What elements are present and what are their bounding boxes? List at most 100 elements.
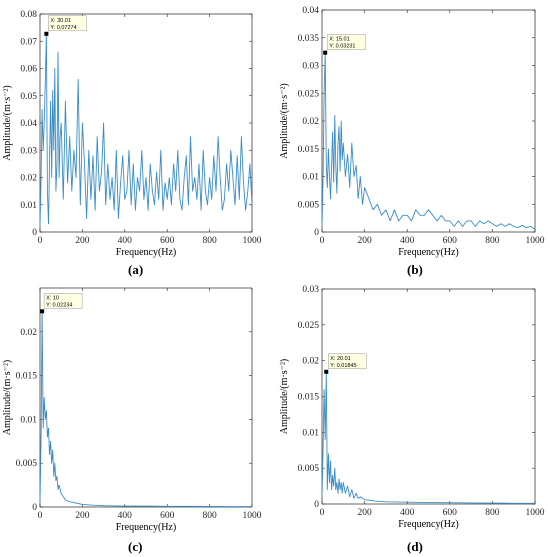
chart-b-ytick-label: 0.035 (298, 34, 320, 44)
chart-c-xtick-label: 600 (160, 511, 175, 521)
chart-c-datatip-x: X: 10 (46, 295, 59, 301)
chart-d-ytick-label: 0 (314, 500, 319, 510)
chart-c-plot-area: 0 0.005 0.01 0.015 0.02 0 200 400 600 800 1000 Freq… (2, 287, 262, 533)
chart-b-xtick-label: 400 (400, 236, 415, 246)
chart-c-datatip-marker (40, 309, 45, 314)
chart-b-xlabel: Frequency(Hz) (398, 247, 459, 258)
chart-d-series-line (321, 371, 535, 504)
chart-a-ylabel: Amplitude/(m·s⁻²) (2, 85, 13, 161)
chart-a-datatip-box (48, 15, 87, 32)
chart-b-series-line (321, 52, 536, 230)
chart-b-xtick-label: 0 (320, 236, 325, 246)
chart-c-ytick-label: 0.015 (16, 372, 38, 382)
chart-b-plot-area: 0 0.005 0.01 0.015 0.02 0.025 0.03 0.035 0.04 0 20… (279, 6, 545, 258)
chart-a-xtick-label: 0 (38, 236, 43, 246)
chart-b-ytick-label: 0.02 (302, 117, 319, 127)
chart-a-series-line (39, 33, 253, 227)
chart-b-datatip-x: X: 15.01 (329, 37, 350, 43)
chart-a-datatip-x: X: 30.01 (50, 18, 71, 24)
chart-b-ytick-label: 0.01 (302, 173, 319, 183)
chart-c-xtick-label: 0 (38, 511, 43, 521)
chart-c-ytick-label: 0 (32, 503, 37, 513)
chart-a-ytick-label: 0.07 (20, 37, 37, 47)
chart-c-series-line (39, 310, 252, 508)
chart-d-xtick-label: 0 (320, 508, 325, 518)
chart-c-xtick-label: 1000 (243, 511, 262, 521)
chart-c-xtick-label: 200 (75, 511, 90, 521)
chart-b-xtick-label: 200 (357, 236, 372, 246)
chart-d-ytick-label: 0.01 (302, 428, 319, 438)
chart-a-caption: (a) (128, 262, 144, 277)
chart-c-datatip-box (43, 293, 83, 309)
chart-c-ytick-label: 0.01 (20, 415, 37, 425)
chart-b-svg: 0 0.005 0.01 0.015 0.02 0.025 0.03 0.035 0.04 0 20… (279, 6, 545, 258)
chart-b-ytick-label: 0.015 (298, 145, 320, 155)
chart-d-xtick-label: 400 (400, 508, 415, 518)
chart-c-xtick-label: 800 (202, 511, 217, 521)
chart-d-ytick-label: 0.02 (302, 357, 319, 367)
chart-c-ytick-label: 0.02 (20, 328, 37, 338)
chart-d-xtick-label: 200 (357, 508, 372, 518)
chart-a-xtick-label: 800 (202, 236, 217, 246)
chart-a-axes-box (39, 13, 253, 233)
chart-d-ytick-label: 0.015 (298, 393, 320, 403)
chart-d-ylabel: Amplitude/(m·s⁻²) (279, 359, 290, 435)
chart-a-xtick-label: 1000 (243, 236, 262, 246)
chart-c-xlabel: Frequency(Hz) (116, 522, 177, 533)
chart-b-ytick-label: 0 (314, 228, 319, 238)
chart-d-xtick-label: 600 (443, 508, 458, 518)
chart-d-datatip-y: Y: 0.01845 (330, 363, 356, 369)
chart-b-ytick-label: 0.005 (298, 200, 320, 210)
chart-b-ytick-label: 0.025 (298, 89, 320, 99)
chart-b-ytick-label: 0.04 (302, 6, 319, 16)
chart-d-datatip-x: X: 20.01 (330, 356, 351, 362)
chart-b-ylabel: Amplitude/(m·s⁻²) (279, 83, 290, 159)
chart-b-datatip-y: Y: 0.03231 (329, 44, 355, 50)
chart-c-datatip-y: Y: 0.02234 (46, 302, 72, 308)
chart-a-plot-area: 0 0.01 0.02 0.03 0.04 0.05 0.06 0.07 0.08 0 200 400… (2, 10, 262, 258)
chart-b-ytick-label: 0.03 (302, 62, 319, 72)
chart-b-xtick-label: 1000 (526, 236, 545, 246)
chart-a-ytick-label: 0.08 (20, 10, 37, 20)
chart-c-ytick-label: 0.005 (16, 459, 38, 469)
chart-d-caption: (d) (407, 539, 423, 554)
chart-a-xtick-label: 600 (160, 236, 175, 246)
chart-a-datatip-y: Y: 0.07274 (50, 25, 76, 31)
chart-a-xtick-label: 400 (118, 236, 133, 246)
chart-d-axes-box (321, 288, 536, 505)
chart-d-xlabel: Frequency(Hz) (398, 519, 459, 530)
chart-d-ytick-label: 0.005 (298, 464, 320, 474)
chart-d-ytick-label: 0.03 (302, 285, 319, 295)
chart-d-datatip-marker (324, 369, 329, 374)
chart-c-ylabel: Amplitude/(m·s⁻²) (2, 360, 13, 436)
chart-panel-c: 0 0.005 0.01 0.015 0.02 0 200 400 600 800 1000 Freq… (0, 280, 275, 557)
chart-a-ytick-label: 0.02 (20, 174, 37, 184)
chart-a-xtick-label: 200 (75, 236, 90, 246)
chart-b-xtick-label: 600 (443, 236, 458, 246)
chart-d-xtick-label: 1000 (526, 508, 545, 518)
chart-c-caption: (c) (128, 539, 143, 554)
chart-a-ytick-label: 0.06 (20, 65, 37, 75)
chart-a-ytick-label: 0.01 (20, 201, 37, 211)
chart-c-svg: 0 0.005 0.01 0.015 0.02 0 200 400 600 800 1000 Freq… (2, 287, 262, 533)
chart-b-datatip-marker (323, 50, 328, 55)
chart-a-ytick-label: 0 (32, 228, 37, 238)
chart-d-datatip-box (328, 353, 367, 370)
chart-a-ytick-label: 0.04 (20, 119, 37, 129)
chart-a-ytick-label: 0.03 (20, 146, 37, 156)
chart-a-datatip-marker (44, 31, 49, 36)
chart-d-xtick-label: 800 (485, 508, 500, 518)
chart-d-svg: 0 0.005 0.01 0.015 0.02 0.025 0.03 0 200 400 600 80… (279, 285, 545, 530)
chart-c-xtick-label: 400 (118, 511, 133, 521)
chart-d-ytick-label: 0.025 (298, 321, 320, 331)
chart-panel-a: 0 0.01 0.02 0.03 0.04 0.05 0.06 0.07 0.08 0 200 400… (0, 0, 275, 280)
chart-a-ytick-label: 0.05 (20, 92, 37, 102)
chart-b-caption: (b) (407, 262, 423, 277)
chart-c-axes-box (39, 287, 253, 508)
chart-panel-b: 0 0.005 0.01 0.015 0.02 0.025 0.03 0.035 0.04 0 20… (275, 0, 550, 280)
chart-a-svg: 0 0.01 0.02 0.03 0.04 0.05 0.06 0.07 0.08 0 200 400… (2, 10, 262, 258)
chart-d-plot-area: 0 0.005 0.01 0.015 0.02 0.025 0.03 0 200 400 600 80… (279, 285, 545, 530)
chart-b-xtick-label: 800 (485, 236, 500, 246)
chart-b-datatip-box (326, 34, 366, 50)
chart-a-xlabel: Frequency(Hz) (116, 247, 177, 258)
